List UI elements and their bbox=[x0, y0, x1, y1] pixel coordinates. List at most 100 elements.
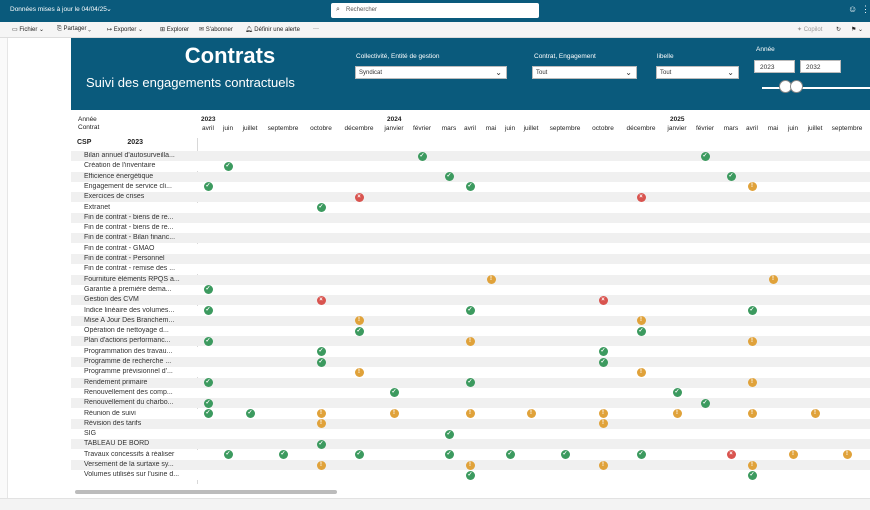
filter-libelle-select[interactable]: Tout ⌄ bbox=[656, 66, 739, 79]
row-label[interactable]: Fin de contrat - biens de re... bbox=[84, 213, 174, 221]
bookmark-icon[interactable]: ⚑ ⌄ bbox=[851, 27, 864, 33]
status-warn-icon[interactable]: ! bbox=[768, 275, 778, 285]
status-warn-icon[interactable]: ! bbox=[842, 450, 852, 460]
row-label[interactable]: Fin de contrat - Bilan financ... bbox=[84, 234, 176, 242]
status-warn-icon[interactable]: ! bbox=[465, 336, 475, 346]
status-err-icon[interactable]: × bbox=[598, 295, 608, 305]
filter-collectivite-select[interactable]: Syndicat ⌄ bbox=[355, 66, 507, 79]
status-ok-icon[interactable]: ✓ bbox=[700, 151, 710, 161]
status-warn-icon[interactable]: ! bbox=[354, 316, 364, 326]
horizontal-scrollbar[interactable] bbox=[75, 490, 337, 494]
status-ok-icon[interactable]: ✓ bbox=[223, 450, 233, 460]
data-updated-label[interactable]: Données mises à jour le 04/04/25 bbox=[10, 6, 107, 13]
status-ok-icon[interactable]: ✓ bbox=[700, 398, 710, 408]
status-warn-icon[interactable]: ! bbox=[465, 409, 475, 418]
chevron-down-icon[interactable]: ⌄ bbox=[106, 6, 112, 13]
more-icon[interactable]: ⋮ bbox=[861, 4, 870, 14]
status-warn-icon[interactable]: ! bbox=[747, 460, 757, 470]
status-warn-icon[interactable]: ! bbox=[598, 409, 608, 418]
explore-button[interactable]: ⊞ Explorer bbox=[160, 27, 190, 33]
status-ok-icon[interactable]: ✓ bbox=[636, 450, 646, 460]
status-warn-icon[interactable]: ! bbox=[598, 460, 608, 470]
row-label[interactable]: Garantie à première dema... bbox=[84, 285, 172, 293]
copilot-button[interactable]: ✦ Copilot bbox=[797, 27, 823, 33]
status-ok-icon[interactable]: ✓ bbox=[245, 409, 255, 418]
status-ok-icon[interactable]: ✓ bbox=[203, 182, 213, 192]
status-ok-icon[interactable]: ✓ bbox=[203, 409, 213, 418]
status-ok-icon[interactable]: ✓ bbox=[354, 326, 364, 336]
status-ok-icon[interactable]: ✓ bbox=[444, 450, 454, 460]
refresh-icon[interactable]: ↻ bbox=[836, 27, 842, 33]
row-label[interactable]: TABLEAU DE BORD bbox=[84, 440, 150, 448]
status-ok-icon[interactable]: ✓ bbox=[203, 285, 213, 295]
status-err-icon[interactable]: × bbox=[726, 450, 736, 460]
status-ok-icon[interactable]: ✓ bbox=[560, 450, 570, 460]
row-label[interactable]: Fin de contrat - biens de re... bbox=[84, 224, 174, 232]
status-warn-icon[interactable]: ! bbox=[636, 367, 646, 377]
status-warn-icon[interactable]: ! bbox=[316, 419, 326, 429]
year-slider-end-handle[interactable] bbox=[790, 80, 803, 93]
row-label[interactable]: Fin de contrat - GMAO bbox=[84, 244, 155, 252]
status-warn-icon[interactable]: ! bbox=[316, 460, 326, 470]
year-to-input[interactable]: 2032 bbox=[800, 60, 841, 73]
status-ok-icon[interactable]: ✓ bbox=[316, 357, 326, 367]
status-ok-icon[interactable]: ✓ bbox=[316, 347, 326, 357]
export-menu[interactable]: ↦ Exporter ⌄ bbox=[107, 27, 144, 33]
status-warn-icon[interactable]: ! bbox=[465, 460, 475, 470]
row-label[interactable]: Extranet bbox=[84, 203, 111, 211]
row-label[interactable]: Indice linéaire des volumes... bbox=[84, 306, 175, 314]
status-ok-icon[interactable]: ✓ bbox=[672, 388, 682, 398]
status-warn-icon[interactable]: ! bbox=[598, 419, 608, 429]
status-ok-icon[interactable]: ✓ bbox=[389, 388, 399, 398]
status-ok-icon[interactable]: ✓ bbox=[636, 326, 646, 336]
group-header-csp[interactable]: CSP 2023 bbox=[77, 139, 187, 149]
status-ok-icon[interactable]: ✓ bbox=[203, 336, 213, 346]
status-ok-icon[interactable]: ✓ bbox=[203, 306, 213, 315]
row-label[interactable]: Volumes utilisés sur l'usine d... bbox=[84, 471, 180, 479]
status-ok-icon[interactable]: ✓ bbox=[444, 172, 454, 182]
filter-contrat-select[interactable]: Tout ⌄ bbox=[532, 66, 637, 79]
row-label[interactable]: Fourniture éléments RPQS a... bbox=[84, 275, 180, 283]
status-warn-icon[interactable]: ! bbox=[486, 275, 496, 285]
status-ok-icon[interactable]: ✓ bbox=[505, 450, 515, 460]
status-ok-icon[interactable]: ✓ bbox=[747, 470, 757, 480]
row-label[interactable]: Gestion des CVM bbox=[84, 296, 139, 304]
search-input[interactable]: ⌕ Rechercher bbox=[331, 3, 539, 18]
status-warn-icon[interactable]: ! bbox=[636, 316, 646, 326]
status-err-icon[interactable]: × bbox=[316, 295, 326, 305]
row-label[interactable]: Fin de contrat - remise des ... bbox=[84, 265, 176, 273]
status-ok-icon[interactable]: ✓ bbox=[598, 347, 608, 357]
status-ok-icon[interactable]: ✓ bbox=[598, 357, 608, 367]
status-ok-icon[interactable]: ✓ bbox=[203, 398, 213, 408]
status-warn-icon[interactable]: ! bbox=[747, 409, 757, 418]
status-warn-icon[interactable]: ! bbox=[810, 409, 820, 418]
row-label[interactable]: Programme de recherche ... bbox=[84, 358, 172, 365]
status-warn-icon[interactable]: ! bbox=[747, 336, 757, 346]
status-ok-icon[interactable]: ✓ bbox=[465, 306, 475, 315]
row-label[interactable]: SIG bbox=[84, 430, 97, 438]
row-label[interactable]: Fin de contrat - Personnel bbox=[84, 255, 165, 262]
status-warn-icon[interactable]: ! bbox=[672, 409, 682, 418]
status-ok-icon[interactable]: ✓ bbox=[465, 378, 475, 388]
year-from-input[interactable]: 2023 bbox=[754, 60, 795, 73]
row-label[interactable]: Opération de nettoyage d... bbox=[84, 327, 169, 335]
status-ok-icon[interactable]: ✓ bbox=[354, 450, 364, 460]
row-label[interactable]: Engagement de service cli... bbox=[84, 182, 172, 190]
status-warn-icon[interactable]: ! bbox=[747, 378, 757, 388]
row-label[interactable]: Exercices de crises bbox=[84, 193, 145, 201]
file-menu[interactable]: ▭ Fichier ⌄ bbox=[12, 27, 45, 33]
row-label[interactable]: Révision des tarifs bbox=[84, 419, 142, 427]
status-warn-icon[interactable]: ! bbox=[316, 409, 326, 418]
more-options-button[interactable]: ··· bbox=[313, 26, 319, 32]
row-label[interactable]: Bilan annuel d'autosurveilla... bbox=[84, 152, 175, 159]
status-err-icon[interactable]: × bbox=[354, 192, 364, 202]
status-ok-icon[interactable]: ✓ bbox=[726, 172, 736, 182]
row-label[interactable]: Efficience énergétique bbox=[84, 172, 154, 180]
notification-icon[interactable]: ☺ bbox=[848, 4, 858, 14]
status-ok-icon[interactable]: ✓ bbox=[444, 429, 454, 439]
row-label[interactable]: Création de l'inventaire bbox=[84, 162, 156, 170]
status-warn-icon[interactable]: ! bbox=[526, 409, 536, 418]
share-menu[interactable]: ⎘ Partager ⌄ bbox=[57, 26, 91, 32]
status-ok-icon[interactable]: ✓ bbox=[223, 161, 233, 171]
status-err-icon[interactable]: × bbox=[636, 192, 646, 202]
